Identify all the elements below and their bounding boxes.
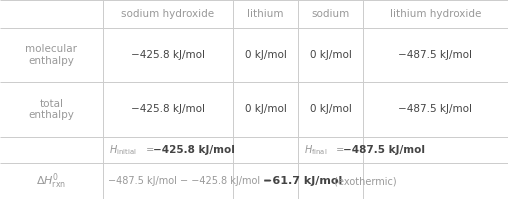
Text: 0 kJ/mol: 0 kJ/mol bbox=[244, 50, 287, 60]
Text: −487.5 kJ/mol: −487.5 kJ/mol bbox=[398, 50, 472, 60]
Text: 0 kJ/mol: 0 kJ/mol bbox=[309, 50, 352, 60]
Text: sodium: sodium bbox=[311, 9, 350, 19]
Text: 0 kJ/mol: 0 kJ/mol bbox=[244, 104, 287, 114]
Text: $H_{\mathrm{final}}$: $H_{\mathrm{final}}$ bbox=[304, 143, 327, 157]
Text: −61.7 kJ/mol: −61.7 kJ/mol bbox=[263, 176, 342, 186]
Text: 0 kJ/mol: 0 kJ/mol bbox=[309, 104, 352, 114]
Text: $H_{\mathrm{initial}}$: $H_{\mathrm{initial}}$ bbox=[109, 143, 137, 157]
Text: molecular
enthalpy: molecular enthalpy bbox=[25, 44, 78, 66]
Text: lithium hydroxide: lithium hydroxide bbox=[390, 9, 481, 19]
Text: −425.8 kJ/mol: −425.8 kJ/mol bbox=[131, 104, 205, 114]
Text: lithium: lithium bbox=[247, 9, 284, 19]
Text: −425.8 kJ/mol: −425.8 kJ/mol bbox=[131, 50, 205, 60]
Text: =: = bbox=[143, 145, 157, 155]
Text: $\Delta H^0_{\mathrm{rxn}}$: $\Delta H^0_{\mathrm{rxn}}$ bbox=[37, 171, 67, 191]
Text: (exothermic): (exothermic) bbox=[331, 176, 397, 186]
Text: −487.5 kJ/mol: −487.5 kJ/mol bbox=[398, 104, 472, 114]
Text: sodium hydroxide: sodium hydroxide bbox=[121, 9, 214, 19]
Text: −425.8 kJ/mol: −425.8 kJ/mol bbox=[153, 145, 235, 155]
Text: total
enthalpy: total enthalpy bbox=[28, 99, 75, 120]
Text: −487.5 kJ/mol: −487.5 kJ/mol bbox=[343, 145, 425, 155]
Text: −487.5 kJ/mol − −425.8 kJ/mol =: −487.5 kJ/mol − −425.8 kJ/mol = bbox=[108, 176, 274, 186]
Text: =: = bbox=[333, 145, 347, 155]
